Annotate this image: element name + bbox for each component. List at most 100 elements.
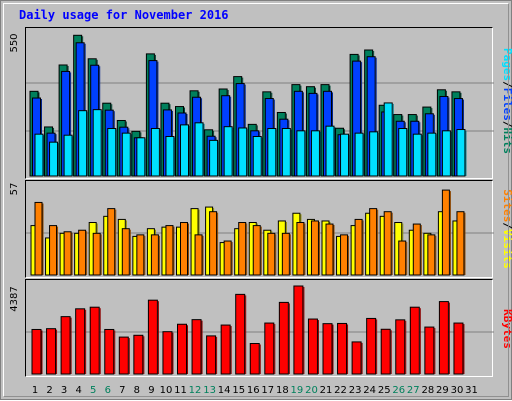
series-label-part: / [501, 81, 512, 88]
sites-bar [281, 232, 291, 276]
kbytes-bar-fill [351, 341, 362, 375]
kbytes-bar-fill [220, 324, 231, 375]
kbytes-bar-fill [75, 308, 86, 375]
kbytes-bar [395, 319, 407, 375]
pages-bar-fill [456, 129, 466, 177]
sites-bar [49, 225, 59, 276]
kbytes-bar-fill [31, 328, 42, 375]
sites-bar [223, 240, 233, 276]
day-label: 27 [407, 385, 420, 396]
pages-bar-fill [194, 122, 204, 177]
pages-bar-fill [325, 125, 335, 177]
series-label: Pages/Files/Hits [501, 48, 512, 154]
kbytes-bar [133, 334, 145, 375]
sites-bar-fill [412, 223, 421, 276]
pages-bar-fill [121, 132, 131, 177]
day-label: 4 [75, 385, 81, 396]
sites-bar [325, 223, 335, 276]
pages-bar-fill [165, 135, 175, 177]
day-label: 10 [160, 385, 173, 396]
pages-bar [354, 132, 365, 177]
sites-bar [150, 234, 160, 276]
day-label: 28 [421, 385, 434, 396]
pages-bar-fill [238, 127, 248, 177]
sites-bar-fill [383, 211, 392, 276]
kbytes-bar [220, 324, 232, 375]
kbytes-bar [118, 336, 130, 375]
sites-bar-fill [398, 240, 407, 276]
sites-bar-fill [252, 225, 261, 276]
day-label: 19 [291, 385, 304, 396]
day-label: 11 [174, 385, 187, 396]
y-max-label: 550 [9, 33, 20, 52]
kbytes-panel [25, 279, 494, 377]
day-label: 2 [46, 385, 52, 396]
pages-bar-fill [340, 133, 350, 177]
pages-bar [340, 133, 351, 177]
pages-bar [63, 134, 74, 177]
pages-bar-fill [63, 134, 73, 177]
kbytes-bar [322, 323, 334, 375]
pages-bar-fill [180, 124, 189, 177]
kbytes-bar [147, 299, 159, 375]
pages-bar [78, 110, 89, 177]
kbytes-bar [264, 322, 276, 375]
kbytes-bar-fill [293, 285, 304, 375]
series-label-part: KBytes [501, 309, 512, 349]
day-label: 1 [32, 385, 38, 396]
sites-bar-fill [441, 189, 450, 276]
sites-bar [63, 231, 73, 276]
kbytes-bar-fill [307, 318, 318, 375]
pages-bar [383, 102, 394, 177]
pages-bar-fill [412, 133, 422, 177]
sites-bar-fill [121, 228, 130, 276]
day-label: 16 [247, 385, 260, 396]
pages-bar-fill [107, 127, 117, 177]
pages-bar [441, 130, 452, 177]
pages-bar [180, 124, 190, 177]
day-label: 24 [363, 385, 376, 396]
kbytes-bar [351, 341, 363, 375]
hits-files-pages-chart [26, 34, 494, 177]
pages-bar-fill [78, 110, 88, 177]
pages-bar [107, 127, 118, 177]
visits-sites-chart [26, 189, 494, 276]
pages-bar [427, 132, 438, 177]
sites-bar-fill [165, 225, 174, 276]
sites-bar [267, 232, 277, 276]
day-label: 20 [305, 385, 318, 396]
sites-bar [412, 223, 422, 276]
pages-bar [92, 109, 103, 177]
pages-bar-fill [136, 137, 146, 177]
day-label: 29 [436, 385, 449, 396]
kbytes-bar-fill [409, 306, 420, 375]
sites-bar-fill [281, 232, 290, 276]
day-label: 23 [349, 385, 362, 396]
pages-bar [194, 122, 205, 177]
day-label: 31 [465, 385, 478, 396]
day-label: 7 [119, 385, 125, 396]
day-label: 5 [90, 385, 96, 396]
sites-bar [194, 234, 204, 276]
kbytes-bar-fill [278, 301, 289, 375]
pages-bar [238, 127, 249, 177]
kbytes-bar [424, 326, 436, 375]
kbytes-bar [337, 322, 349, 375]
sites-bar [383, 211, 393, 276]
kbytes-bar [235, 293, 247, 375]
series-label-part: Hits [501, 128, 512, 155]
sites-bar-fill [209, 211, 218, 276]
series-label-part: Files [501, 88, 512, 121]
day-label: 26 [392, 385, 405, 396]
sites-bar-fill [223, 240, 232, 276]
kbytes-bar [162, 331, 174, 375]
series-label: Sites/Visits [501, 189, 512, 269]
kbytes-bar-fill [177, 323, 187, 375]
kbytes-bar-fill [89, 306, 100, 375]
kbytes-bar [409, 306, 421, 375]
day-label: 25 [378, 385, 391, 396]
day-label: 3 [61, 385, 67, 396]
hits-files-pages-panel [25, 27, 494, 179]
pages-bar [165, 135, 176, 177]
day-label: 21 [320, 385, 333, 396]
